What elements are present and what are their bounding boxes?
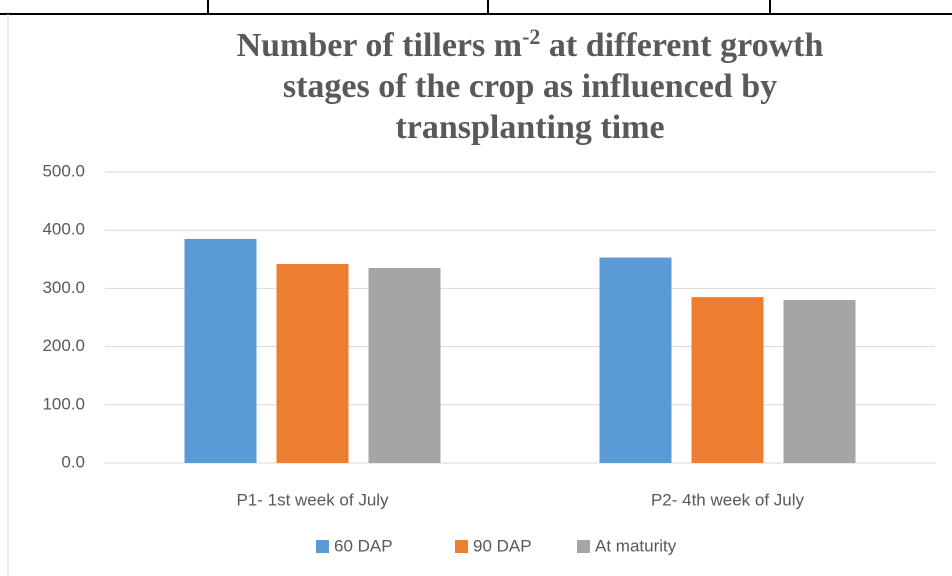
bar (783, 300, 856, 463)
legend-label: 90 DAP (473, 536, 532, 555)
chart-title: Number of tillers m-2 at different growt… (237, 24, 824, 64)
y-tick-label: 400.0 (42, 220, 85, 239)
y-tick-label: 0.0 (61, 452, 85, 471)
bar (184, 238, 257, 463)
legend-swatch (316, 540, 329, 553)
y-tick-label: 300.0 (42, 278, 85, 297)
legend-label: At maturity (595, 536, 677, 555)
bar (691, 297, 764, 463)
x-tick-label: P1- 1st week of July (236, 490, 389, 509)
legend-label: 60 DAP (334, 536, 393, 555)
y-tick-label: 500.0 (42, 161, 85, 180)
bar (368, 268, 441, 463)
y-tick-label: 100.0 (42, 394, 85, 413)
y-tick-label: 200.0 (42, 336, 85, 355)
chart-title: transplanting time (395, 109, 664, 146)
chart-title: stages of the crop as influenced by (283, 68, 777, 105)
x-tick-label: P2- 4th week of July (651, 490, 805, 509)
bar (276, 263, 349, 463)
legend-swatch (455, 540, 468, 553)
legend-swatch (577, 540, 590, 553)
bar (599, 257, 672, 463)
